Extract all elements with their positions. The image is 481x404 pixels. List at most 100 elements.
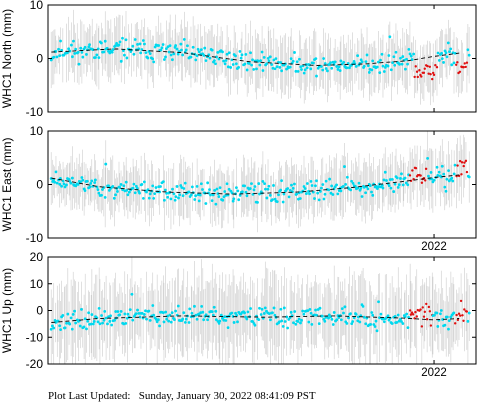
data-point bbox=[270, 63, 274, 66]
data-point bbox=[445, 55, 449, 59]
data-point bbox=[329, 61, 332, 65]
data-point bbox=[218, 319, 222, 323]
data-point bbox=[190, 311, 194, 315]
data-point bbox=[172, 192, 176, 196]
data-point bbox=[170, 58, 174, 62]
data-point bbox=[345, 66, 349, 70]
data-point bbox=[362, 315, 366, 319]
data-point-recent bbox=[408, 309, 412, 312]
data-point bbox=[407, 48, 411, 51]
data-point bbox=[186, 44, 189, 48]
data-point bbox=[58, 324, 62, 328]
data-point bbox=[243, 62, 247, 66]
data-point bbox=[164, 310, 168, 314]
data-point bbox=[142, 180, 146, 184]
data-point bbox=[257, 59, 260, 63]
data-point bbox=[100, 314, 103, 317]
panel-3-data bbox=[49, 257, 471, 364]
data-point bbox=[245, 68, 249, 72]
data-point-recent bbox=[425, 302, 428, 306]
data-point bbox=[303, 68, 307, 72]
footer-timestamp: Sunday, January 30, 2022 08:41:09 PST bbox=[138, 390, 316, 402]
data-point bbox=[49, 58, 53, 62]
data-point bbox=[354, 64, 358, 68]
data-point bbox=[295, 60, 299, 64]
data-point bbox=[83, 189, 87, 193]
data-point bbox=[157, 44, 160, 47]
data-point bbox=[151, 184, 155, 188]
data-point bbox=[223, 190, 227, 193]
data-point bbox=[213, 189, 217, 192]
y-tick-label: 10 bbox=[30, 124, 44, 138]
data-point bbox=[281, 325, 285, 328]
data-point bbox=[58, 54, 62, 58]
data-point bbox=[181, 53, 185, 57]
data-point bbox=[445, 315, 449, 319]
data-point bbox=[68, 49, 72, 53]
data-point-recent bbox=[456, 61, 459, 64]
data-point bbox=[138, 191, 141, 195]
data-point bbox=[377, 60, 380, 64]
data-point bbox=[231, 199, 235, 203]
data-point bbox=[382, 178, 386, 182]
data-point bbox=[140, 182, 144, 186]
data-point bbox=[201, 188, 204, 191]
data-point bbox=[101, 321, 104, 325]
data-point bbox=[79, 180, 82, 184]
data-point bbox=[375, 329, 379, 333]
data-point bbox=[356, 186, 360, 190]
data-point bbox=[403, 176, 407, 180]
data-point bbox=[155, 320, 159, 324]
data-point bbox=[132, 182, 136, 186]
data-point bbox=[323, 192, 327, 196]
data-point bbox=[352, 316, 356, 320]
data-point bbox=[62, 182, 66, 186]
data-point bbox=[352, 60, 356, 63]
data-point bbox=[68, 322, 72, 326]
data-point bbox=[213, 59, 216, 63]
data-point bbox=[259, 59, 263, 63]
data-point bbox=[60, 184, 63, 188]
data-point bbox=[184, 317, 188, 321]
data-point bbox=[108, 319, 112, 323]
data-point bbox=[124, 38, 128, 42]
data-point bbox=[450, 176, 454, 180]
data-point bbox=[453, 163, 457, 167]
y-tick-label: 10 bbox=[30, 277, 44, 291]
data-point bbox=[226, 326, 230, 329]
data-point bbox=[141, 39, 145, 42]
data-point bbox=[206, 181, 210, 185]
data-point bbox=[320, 314, 324, 318]
data-point bbox=[74, 321, 78, 325]
data-point bbox=[258, 63, 262, 67]
data-point bbox=[258, 306, 261, 310]
data-point bbox=[92, 320, 96, 323]
data-point bbox=[444, 51, 448, 55]
data-point bbox=[167, 319, 171, 323]
data-point bbox=[162, 320, 166, 324]
data-point bbox=[172, 52, 176, 56]
data-point bbox=[78, 324, 82, 328]
data-point bbox=[300, 318, 303, 322]
data-point bbox=[144, 51, 148, 54]
data-point bbox=[330, 317, 334, 321]
data-point bbox=[176, 52, 180, 56]
data-point bbox=[314, 184, 317, 188]
data-point bbox=[189, 55, 193, 59]
data-point bbox=[230, 311, 234, 315]
data-point-recent bbox=[465, 170, 469, 174]
data-point bbox=[260, 307, 264, 311]
data-point bbox=[133, 191, 137, 195]
data-point bbox=[80, 51, 84, 54]
data-point bbox=[96, 47, 100, 51]
data-point bbox=[63, 326, 67, 330]
data-point bbox=[364, 191, 368, 195]
data-point bbox=[189, 193, 193, 197]
data-point bbox=[227, 51, 231, 55]
data-point bbox=[282, 192, 286, 196]
data-point bbox=[79, 46, 83, 50]
data-point bbox=[207, 53, 211, 57]
data-point bbox=[89, 182, 93, 185]
data-point bbox=[169, 320, 173, 324]
